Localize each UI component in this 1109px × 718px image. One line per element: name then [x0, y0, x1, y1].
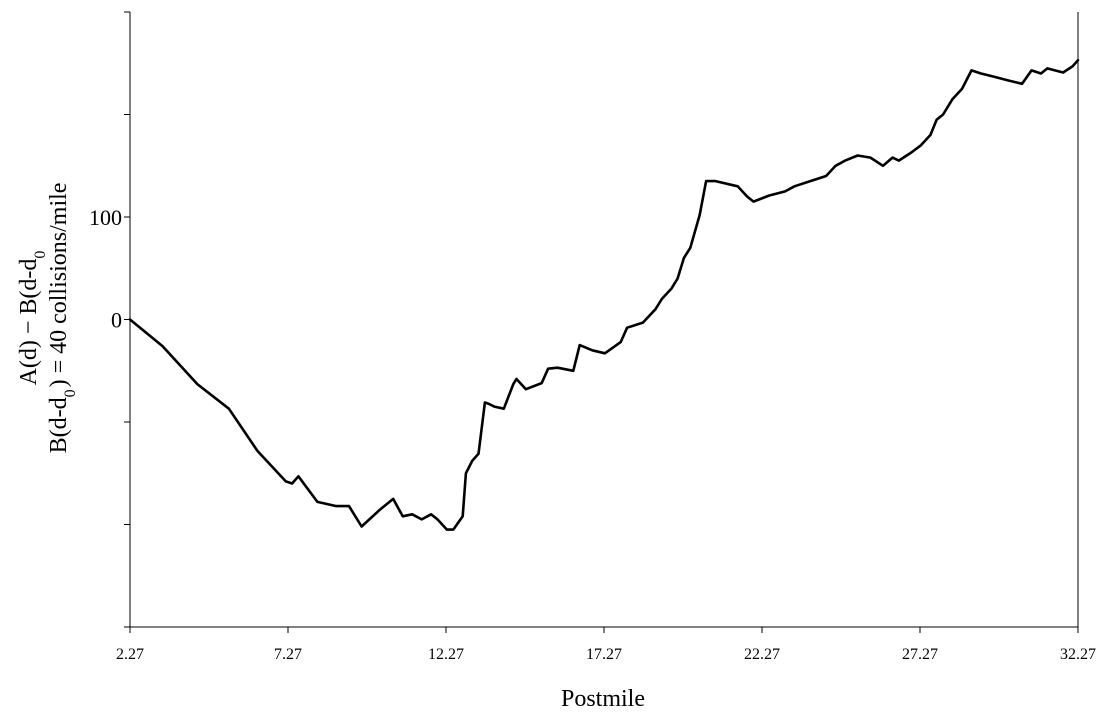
- y-tick-label: 0: [111, 308, 122, 333]
- series-line: [128, 58, 1080, 531]
- y-axis-title-line1-sub: 0: [32, 251, 49, 259]
- x-ticks: 2.27 7.27 12.27 17.27 22.27 27.27 32.27: [116, 627, 1096, 663]
- y-axis-title-line1: A(d) − B(d-d0: [16, 251, 49, 386]
- x-tick-label: 17.27: [586, 646, 622, 663]
- x-tick-label: 12.27: [428, 646, 464, 663]
- y-axis-title-line1-main: A(d) − B(d-d: [16, 259, 42, 386]
- series-lines: [128, 58, 1080, 531]
- x-tick-label: 7.27: [274, 646, 302, 663]
- y-axis-title-line2-pre: B(d-d: [46, 397, 72, 453]
- y-axis-title-line2-post: ) = 40 collisions/mile: [46, 183, 72, 388]
- x-tick-label: 32.27: [1060, 646, 1096, 663]
- y-tick-label: 100: [89, 205, 122, 230]
- y-axis-title-line2: B(d-d0) = 40 collisions/mile: [46, 183, 79, 454]
- x-tick-label: 22.27: [744, 646, 780, 663]
- x-axis-title: Postmile: [561, 686, 645, 712]
- x-tick-label: 2.27: [116, 646, 144, 663]
- y-ticks: 0 100: [89, 11, 130, 628]
- x-tick-label: 27.27: [902, 646, 938, 663]
- axes: [129, 12, 1079, 628]
- y-axis-title-line2-sub: 0: [62, 389, 79, 397]
